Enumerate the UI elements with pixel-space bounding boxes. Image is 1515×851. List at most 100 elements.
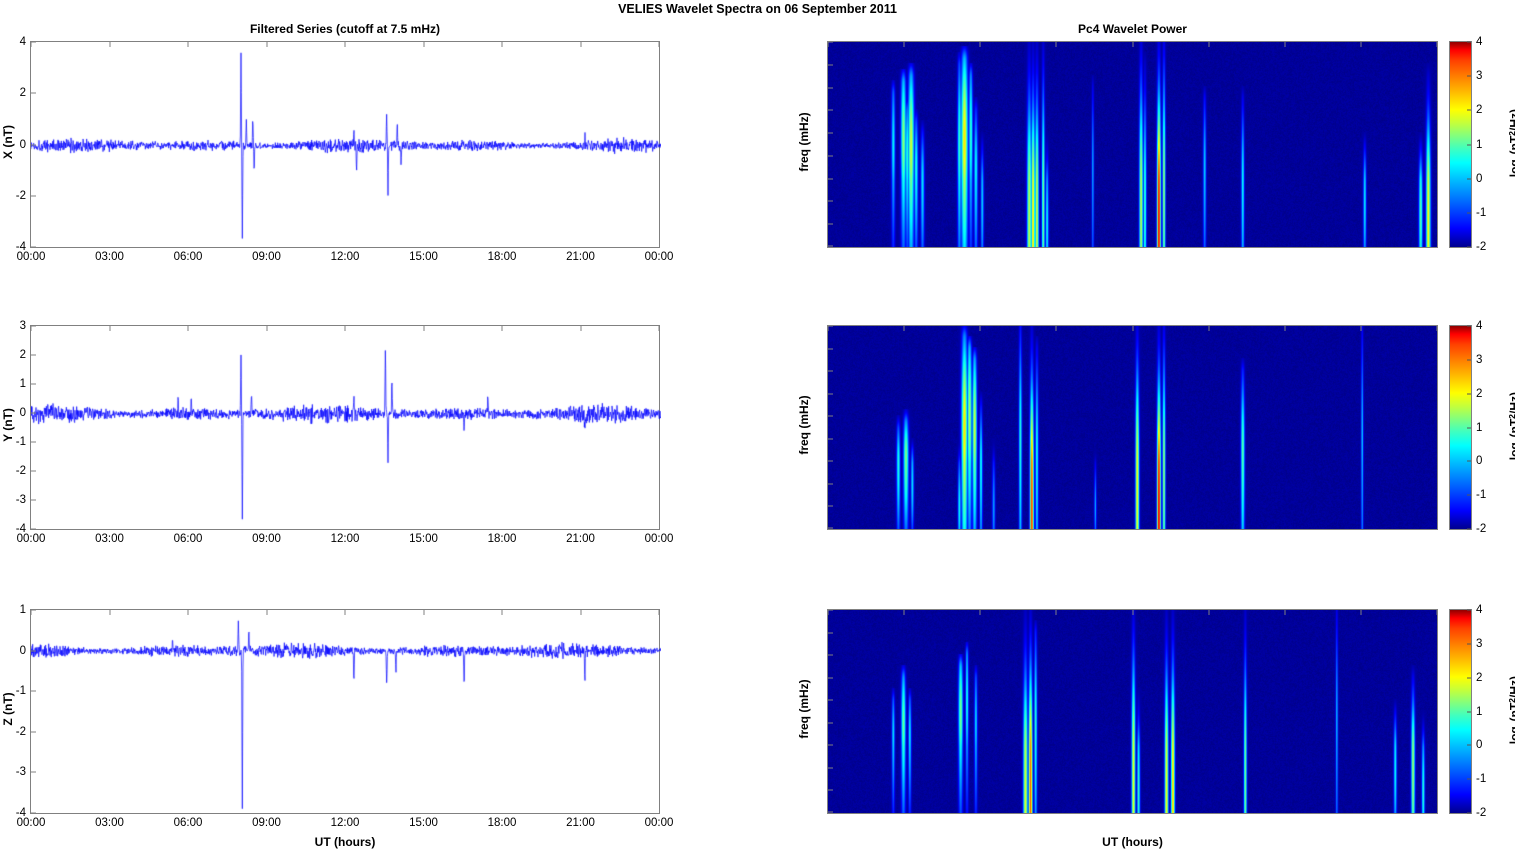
colorbar-tick-mark (1467, 325, 1471, 327)
ytick-mark (828, 654, 833, 656)
xtick-mark (344, 42, 346, 47)
right-column-title: Pc4 Wavelet Power (1078, 22, 1187, 36)
ytick-mark (828, 132, 833, 134)
axes-spectrogram-y[interactable]: 2220181614121098700:0003:0006:0009:0012:… (827, 325, 1438, 530)
ytick-label: -2 (15, 189, 26, 202)
ytick-mark (31, 441, 36, 443)
colorbar-tick-label: 0 (1476, 172, 1483, 185)
xtick-mark (1208, 610, 1210, 615)
colorbar-tick-label: -2 (1476, 807, 1487, 819)
ytick-label: -3 (15, 494, 26, 506)
xtick-mark (1284, 610, 1286, 615)
axes-timeseries-y[interactable]: 3 2 1 0 -1 -2 -3 -4 00:00 03:00 06:00 09:00 12:00 15:… (16, 320, 674, 545)
ytick-mark (828, 326, 833, 327)
xtick-label: 00:00 (644, 533, 674, 545)
xtick-mark (1436, 326, 1437, 331)
xtick-label: 00:00 (644, 251, 674, 263)
colorbar-tick-mark (1467, 109, 1471, 111)
xtick-mark (187, 326, 189, 331)
ytick-mark (828, 393, 833, 395)
ytick-label: 1 (19, 378, 26, 390)
xtick-mark (266, 326, 267, 331)
colorbar-tick-mark (1467, 212, 1471, 214)
xtick-mark (266, 42, 267, 47)
timeseries-trace-y (31, 326, 661, 531)
axes-spectrogram-z[interactable]: 2220181614121098700:0003:0006:0009:0012:… (827, 609, 1438, 814)
ytick-label: 4 (19, 36, 26, 48)
figure-title: VELIES Wavelet Spectra on 06 September 2… (618, 2, 897, 16)
xtick-mark (828, 610, 829, 615)
ytick-mark (828, 87, 833, 89)
colorbar-label-y: log2(nT2/Hz) (1507, 392, 1515, 461)
ytick-mark (828, 527, 833, 529)
xtick-mark (423, 42, 424, 47)
xtick-mark (344, 326, 346, 331)
xtick-mark (828, 326, 829, 331)
colorbar-tick-mark (1467, 178, 1471, 180)
xtick-label: 06:00 (173, 817, 203, 829)
xtick-mark (658, 326, 660, 331)
colorbar-tick-label: 1 (1476, 421, 1483, 434)
panel-timeseries-y: 3 2 1 0 -1 -2 -3 -4 00:00 03:00 06:00 09:00 12:00 15:… (1, 320, 674, 545)
ylabel-freq-x: freq (mHz) (797, 112, 811, 172)
timeseries-trace-x (31, 42, 661, 249)
xtick-label: 15:00 (409, 533, 438, 545)
ytick-mark (828, 415, 833, 417)
xtick-mark (30, 610, 32, 615)
ytick-mark (828, 200, 833, 202)
xtick-mark (658, 42, 660, 47)
colorbar-tick-label: 0 (1476, 739, 1483, 752)
xtick-mark (187, 42, 189, 47)
ytick-mark (828, 699, 833, 701)
colorbar-tick-mark (1467, 778, 1471, 780)
ytick-mark (828, 767, 833, 769)
panel-timeseries-x: Filtered Series (cutoff at 7.5 mHz) 4 2 0 -… (1, 22, 674, 263)
xtick-mark (109, 610, 110, 615)
xtick-label: 03:00 (95, 533, 124, 545)
xtick-mark (828, 42, 829, 47)
colorbar-tick-label: -2 (1476, 523, 1487, 535)
panel-spectrogram-z: 2220181614121098700:0003:0006:0009:0012:… (797, 604, 1515, 849)
colorbar-tick-label: -1 (1476, 206, 1487, 219)
ytick-label: 2 (19, 349, 26, 361)
colorbar-tick-mark (1467, 75, 1471, 77)
xtick-mark (979, 610, 981, 615)
colorbar-y: 4 3 2 1 0 -1 -2 (1449, 320, 1486, 535)
timeseries-trace-z (31, 610, 661, 815)
colorbar-tick-label: 0 (1476, 455, 1483, 468)
ylabel-x: X (nT) (1, 125, 15, 159)
xtick-label: 00:00 (16, 533, 46, 545)
colorbar-tick-mark (1467, 677, 1471, 679)
xtick-mark (903, 610, 905, 615)
axes-timeseries-z[interactable]: 1 0 -1 -2 -3 -4 00:00 03:00 06:00 09:00 12:00 15:00… (16, 604, 674, 829)
colorbar-tick-label: 4 (1476, 320, 1483, 332)
xlabel-left: UT (hours) (314, 835, 376, 849)
xtick-label: 03:00 (95, 817, 124, 829)
xtick-label: 09:00 (252, 533, 281, 545)
ytick-mark (828, 460, 833, 462)
colorbar-tick-label: 2 (1476, 104, 1483, 117)
ytick-mark (828, 42, 833, 43)
xtick-mark (979, 326, 981, 331)
axes-spectrogram-x[interactable]: 2220181614121098700:0003:0006:0009:0012:… (827, 41, 1438, 248)
axes-timeseries-x[interactable]: 4 2 0 -2 -4 00:00 03:00 06:00 09:00 12:00 15:00 18:… (16, 36, 674, 263)
xtick-label: 21:00 (566, 817, 595, 829)
ytick-label: -1 (15, 685, 26, 698)
ytick-mark (828, 178, 833, 180)
xtick-mark (423, 610, 424, 615)
xlabel-right: UT (hours) (1102, 835, 1163, 849)
ytick-mark (31, 41, 36, 43)
colorbar-tick-label: 3 (1476, 70, 1483, 83)
xtick-mark (1360, 42, 1362, 47)
xtick-mark (1055, 326, 1057, 331)
ytick-mark (828, 789, 833, 791)
colorbar-tick-label: 2 (1476, 387, 1483, 400)
xtick-mark (1132, 42, 1133, 47)
xtick-mark (30, 42, 32, 47)
xtick-mark (501, 326, 503, 331)
left-column-title: Filtered Series (cutoff at 7.5 mHz) (249, 22, 441, 36)
ytick-label: 1 (19, 604, 26, 616)
panel-spectrogram-x: Pc4 Wavelet Power 2220181614121098700:00… (797, 22, 1515, 253)
ylabel-y: Y (nT) (1, 408, 15, 442)
colorbar-tick-mark (1467, 812, 1471, 814)
